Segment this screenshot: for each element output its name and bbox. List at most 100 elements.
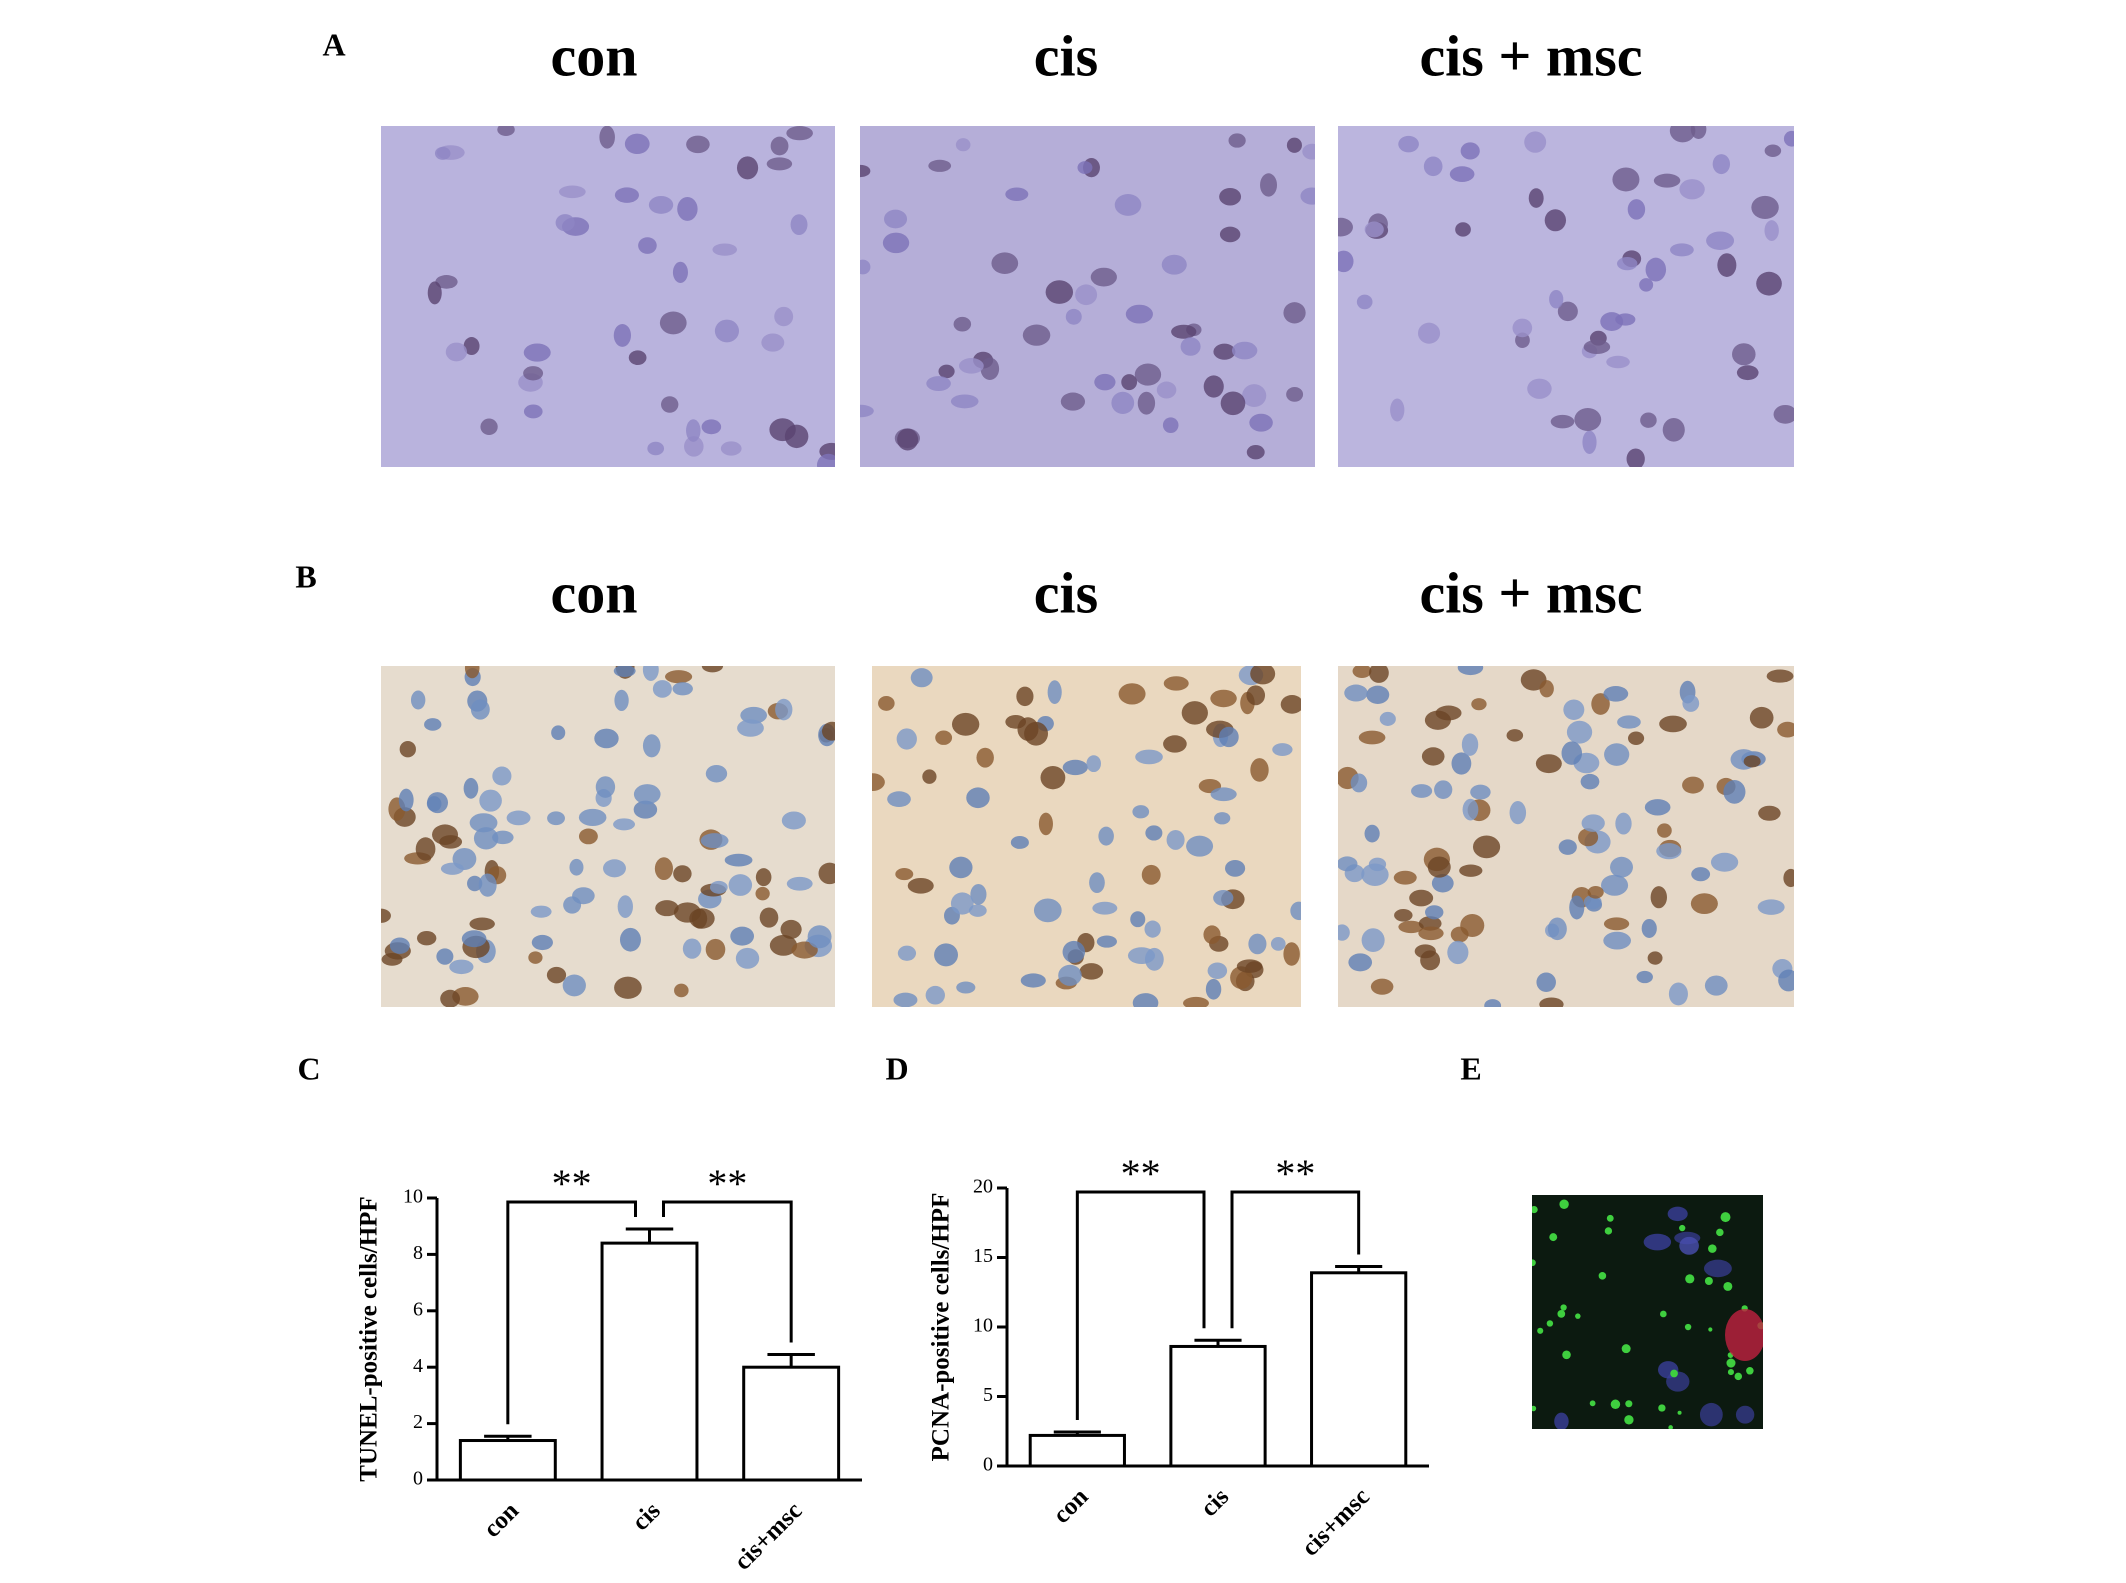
- cell-nucleus: [1270, 936, 1286, 951]
- cell-nucleus: [1662, 418, 1685, 442]
- significance-bracket: [1075, 1190, 1206, 1420]
- cell-nucleus: [523, 404, 543, 419]
- cell-nucleus: [860, 164, 871, 178]
- cell-nucleus: [1587, 886, 1604, 899]
- cell-nucleus: [1368, 857, 1387, 872]
- cell-nucleus: [949, 856, 973, 879]
- cell-nucleus: [882, 232, 910, 254]
- cell-nucleus: [1040, 765, 1066, 790]
- cell-nucleus: [786, 126, 813, 141]
- y-tick-label: 4: [413, 1355, 423, 1377]
- cell-nucleus: [925, 985, 945, 1005]
- cell-nucleus: [463, 777, 479, 799]
- cell-nucleus: [1460, 913, 1485, 937]
- cell-nucleus: [821, 721, 835, 741]
- cell-nucleus: [1144, 920, 1161, 938]
- cell-nucleus: [1723, 780, 1746, 804]
- cell-nucleus: [860, 404, 874, 418]
- cell-nucleus: [1604, 743, 1630, 766]
- cell-nucleus: [1679, 1236, 1699, 1255]
- cell-nucleus: [506, 810, 531, 826]
- cell-nucleus: [595, 776, 616, 798]
- cell-nucleus: [1010, 835, 1029, 849]
- cell-nucleus: [1047, 680, 1062, 704]
- cell-nucleus: [1447, 940, 1469, 965]
- bar: [1028, 1433, 1126, 1468]
- cell-nucleus: [1643, 1233, 1672, 1251]
- cell-nucleus: [1005, 187, 1029, 201]
- cell-nucleus: [1338, 856, 1358, 872]
- cell-nucleus: [638, 237, 657, 254]
- bar: [1310, 1271, 1408, 1468]
- cell-nucleus: [701, 666, 724, 673]
- cell-nucleus: [1603, 917, 1630, 931]
- cell-nucleus: [1471, 698, 1487, 711]
- cell-nucleus: [1615, 812, 1632, 835]
- cell-nucleus: [440, 989, 460, 1007]
- cell-nucleus: [966, 787, 990, 809]
- cell-nucleus: [1735, 1405, 1755, 1424]
- cell-nucleus: [652, 680, 672, 698]
- green-speck: [1604, 1227, 1613, 1235]
- cell-nucleus: [1060, 392, 1086, 411]
- micrograph: [860, 126, 1315, 467]
- cell-nucleus: [435, 275, 458, 289]
- cell-nucleus: [910, 668, 933, 688]
- cell-nucleus: [720, 441, 742, 456]
- column-title: con: [551, 23, 638, 88]
- cell-nucleus: [1641, 918, 1657, 938]
- cell-nucleus: [427, 792, 449, 814]
- green-speck: [1668, 1425, 1673, 1429]
- column-title: cis: [1034, 23, 1098, 88]
- cell-nucleus: [558, 185, 586, 199]
- cell-nucleus: [1366, 685, 1390, 704]
- cell-nucleus: [1690, 126, 1707, 139]
- cell-nucleus: [1617, 715, 1641, 729]
- cell-nucleus: [1203, 925, 1221, 944]
- cell-nucleus: [1214, 812, 1231, 825]
- micrograph: [381, 666, 835, 1007]
- cell-nucleus: [1484, 999, 1502, 1007]
- cell-nucleus: [1038, 812, 1053, 836]
- cell-nucleus: [1455, 222, 1471, 237]
- micrograph-content: [381, 666, 835, 1007]
- cell-nucleus: [991, 252, 1019, 274]
- cell-nucleus: [523, 343, 551, 362]
- cell-nucleus: [1077, 161, 1093, 175]
- cell-nucleus: [463, 337, 480, 356]
- cell-nucleus: [1356, 294, 1373, 310]
- cell-nucleus: [1132, 805, 1150, 819]
- cell-nucleus: [807, 925, 832, 949]
- green-speck: [1723, 1281, 1733, 1291]
- cell-nucleus: [648, 195, 674, 214]
- cell-nucleus: [938, 364, 955, 379]
- cell-nucleus: [1183, 996, 1209, 1007]
- cell-nucleus: [872, 773, 885, 792]
- cell-nucleus: [781, 811, 806, 830]
- green-speck: [1606, 1214, 1614, 1222]
- green-speck: [1704, 1277, 1713, 1285]
- cell-nucleus: [755, 886, 770, 901]
- cell-nucleus: [766, 157, 793, 171]
- cell-nucleus: [1778, 969, 1794, 992]
- cell-nucleus: [712, 243, 738, 256]
- cell-nucleus: [1228, 133, 1246, 148]
- cell-nucleus: [1024, 721, 1049, 746]
- micrograph-content: [1338, 666, 1794, 1007]
- panel-label: B: [295, 558, 316, 594]
- cell-nucleus: [1524, 131, 1547, 153]
- cell-nucleus: [440, 862, 464, 875]
- cell-nucleus: [572, 887, 595, 905]
- cell-nucleus: [1751, 195, 1779, 219]
- cell-nucleus: [1554, 1412, 1569, 1429]
- cell-nucleus: [1451, 752, 1472, 775]
- green-speck: [1589, 1400, 1596, 1407]
- green-speck: [1708, 1327, 1713, 1332]
- bar: [458, 1439, 557, 1482]
- cell-nucleus: [1667, 1206, 1688, 1222]
- cell-nucleus: [1094, 373, 1116, 391]
- cell-nucleus: [1236, 959, 1263, 973]
- cell-nucleus: [478, 873, 497, 897]
- green-speck: [1575, 1313, 1581, 1319]
- cell-nucleus: [976, 747, 994, 768]
